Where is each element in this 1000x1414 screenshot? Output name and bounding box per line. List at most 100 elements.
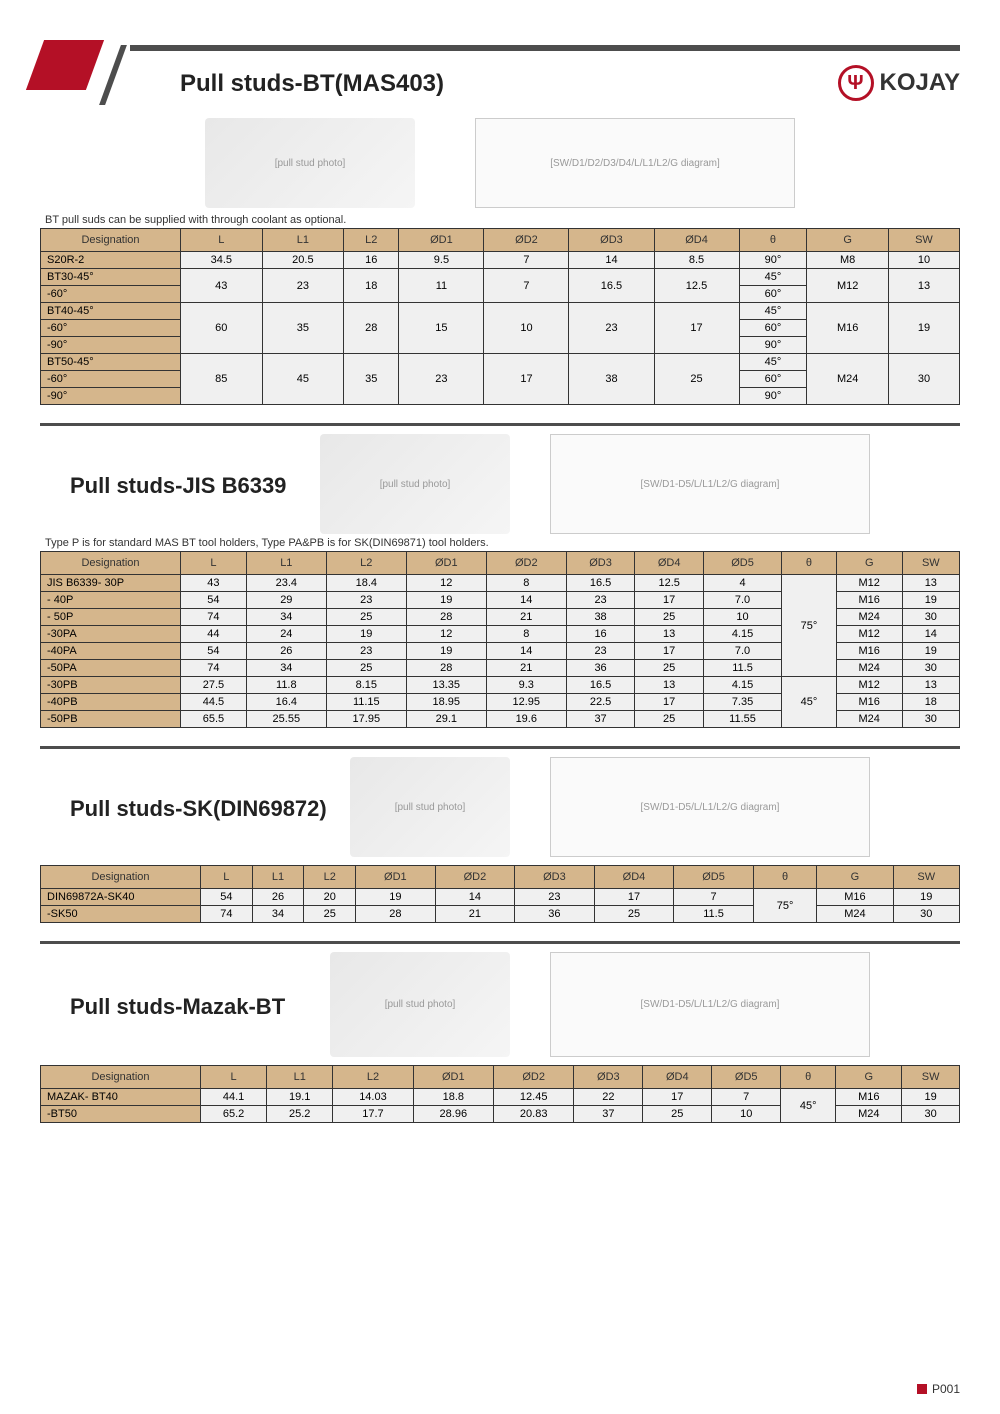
page-header: Pull studs-BT(MAS403) Ψ KOJAY (40, 40, 960, 110)
data-cell: 28.96 (413, 1106, 493, 1123)
theta-cell: 60° (739, 320, 807, 337)
data-cell: 18.95 (406, 694, 486, 711)
col-header: ØD1 (413, 1066, 493, 1089)
data-cell: 12.5 (654, 269, 739, 303)
data-cell: M24 (836, 660, 902, 677)
col-header: ØD3 (515, 866, 595, 889)
col-header: ØD3 (566, 552, 635, 575)
col-header: L1 (267, 1066, 333, 1089)
data-cell: 14 (435, 889, 515, 906)
designation-cell: -SK50 (41, 906, 201, 923)
data-cell: 16.5 (566, 575, 635, 592)
data-cell: 44.1 (201, 1089, 267, 1106)
data-cell: 11 (399, 269, 484, 303)
data-cell: 17 (654, 303, 739, 354)
data-cell: 11.8 (246, 677, 326, 694)
table-sk: DesignationLL1L2ØD1ØD2ØD3ØD4ØD5θGSW DIN6… (40, 865, 960, 923)
page-number: P001 (932, 1382, 960, 1396)
data-cell: 44 (181, 626, 247, 643)
data-cell: 7 (484, 269, 569, 303)
col-header: SW (888, 229, 959, 252)
data-cell: M16 (836, 694, 902, 711)
data-cell: 18.4 (326, 575, 406, 592)
col-header: Designation (41, 229, 181, 252)
page-footer: P001 (917, 1382, 960, 1396)
data-cell: M12 (836, 677, 902, 694)
data-cell: 17 (594, 889, 674, 906)
data-cell: 13.35 (406, 677, 486, 694)
theta-cell: 90° (739, 337, 807, 354)
data-cell: 35 (344, 354, 399, 405)
data-cell: 15 (399, 303, 484, 354)
technical-diagram-mazak: [SW/D1-D5/L/L1/L2/G diagram] (550, 952, 870, 1057)
data-cell: 14 (902, 626, 959, 643)
col-header: ØD2 (494, 1066, 574, 1089)
col-header: L1 (262, 229, 344, 252)
designation-cell: BT30-45° (41, 269, 181, 286)
data-cell: 23 (566, 592, 635, 609)
footer-square-icon (917, 1384, 927, 1394)
col-header: θ (781, 1066, 836, 1089)
designation-cell: -30PB (41, 677, 181, 694)
designation-cell: -BT50 (41, 1106, 201, 1123)
designation-cell: -60° (41, 320, 181, 337)
data-cell: 25 (326, 660, 406, 677)
theta-cell: 90° (739, 252, 807, 269)
data-cell: 7.35 (703, 694, 781, 711)
data-cell: 54 (201, 889, 253, 906)
data-cell: 23 (569, 303, 654, 354)
col-header: ØD2 (484, 229, 569, 252)
data-cell: M24 (836, 609, 902, 626)
col-header: L1 (252, 866, 304, 889)
data-cell: 17 (484, 354, 569, 405)
col-header: Designation (41, 552, 181, 575)
col-header: ØD4 (643, 1066, 712, 1089)
technical-diagram-sk: [SW/D1-D5/L/L1/L2/G diagram] (550, 757, 870, 857)
data-cell: 38 (566, 609, 635, 626)
data-cell: 10 (712, 1106, 781, 1123)
section1-title: Pull studs-BT(MAS403) (180, 70, 444, 98)
col-header: SW (893, 866, 959, 889)
data-cell: 43 (181, 269, 263, 303)
col-header: ØD4 (654, 229, 739, 252)
data-cell: 25 (635, 609, 704, 626)
data-cell: 20.83 (494, 1106, 574, 1123)
data-cell: 14 (486, 643, 566, 660)
data-cell: M8 (807, 252, 889, 269)
data-cell: 30 (902, 609, 959, 626)
data-cell: 17 (635, 694, 704, 711)
data-cell: 30 (888, 354, 959, 405)
col-header: G (807, 229, 889, 252)
col-header: ØD2 (486, 552, 566, 575)
data-cell: 28 (406, 609, 486, 626)
theta-cell: 45° (781, 1089, 836, 1123)
col-header: θ (782, 552, 837, 575)
data-cell: 8 (486, 626, 566, 643)
data-cell: 12.5 (635, 575, 704, 592)
data-cell: 34 (246, 609, 326, 626)
data-cell: 4 (703, 575, 781, 592)
data-cell: 21 (435, 906, 515, 923)
data-cell: M24 (836, 1106, 902, 1123)
data-cell: 17 (635, 592, 704, 609)
data-cell: 30 (902, 1106, 960, 1123)
col-header: L (201, 1066, 267, 1089)
data-cell: 35 (262, 303, 344, 354)
data-cell: 11.5 (703, 660, 781, 677)
product-photo-mazak: [pull stud photo] (330, 952, 510, 1057)
data-cell: M16 (836, 1089, 902, 1106)
data-cell: M24 (836, 711, 902, 728)
data-cell: 10 (703, 609, 781, 626)
data-cell: 11.55 (703, 711, 781, 728)
col-header: SW (902, 552, 959, 575)
col-header: G (836, 552, 902, 575)
designation-cell: - 40P (41, 592, 181, 609)
col-header: L2 (326, 552, 406, 575)
technical-diagram-bt: [SW/D1/D2/D3/D4/L/L1/L2/G diagram] (475, 118, 795, 208)
col-header: ØD1 (406, 552, 486, 575)
designation-cell: MAZAK- BT40 (41, 1089, 201, 1106)
data-cell: 65.2 (201, 1106, 267, 1123)
section4-title: Pull studs-Mazak-BT (70, 994, 330, 1020)
col-header: θ (739, 229, 807, 252)
data-cell: 37 (574, 1106, 643, 1123)
